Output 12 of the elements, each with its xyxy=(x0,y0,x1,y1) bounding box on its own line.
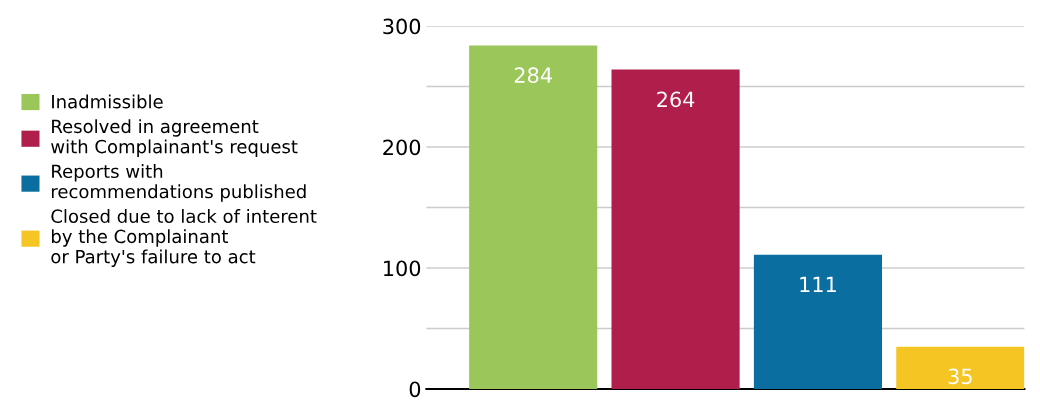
data-label: 111 xyxy=(800,276,836,293)
y-tick-label: 200 xyxy=(383,139,421,156)
legend-label: Resolved in agreement with Complainant's request xyxy=(51,119,298,157)
data-label: 264 xyxy=(657,91,695,108)
data-label: 35 xyxy=(948,368,972,385)
y-tick-label: 0 xyxy=(409,381,421,398)
y-tick-label: 100 xyxy=(384,260,421,277)
legend-label: Inadmissible xyxy=(52,94,163,109)
legend-label: Reports with recommendations published xyxy=(51,164,306,202)
legend-label: Closed due to lack of interent by the Complainant or Party's failure to act xyxy=(51,209,317,267)
data-label: 284 xyxy=(514,67,552,84)
y-tick-label: 300 xyxy=(383,18,421,35)
